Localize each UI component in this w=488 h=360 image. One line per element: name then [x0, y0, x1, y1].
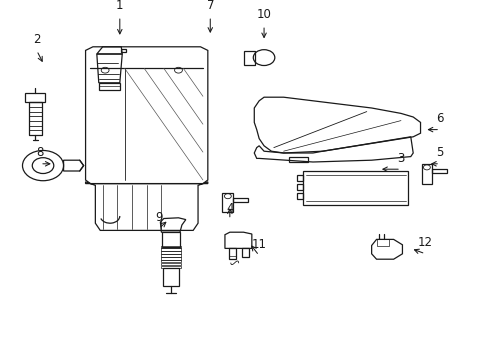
Text: 1: 1	[116, 0, 123, 12]
Text: 6: 6	[435, 112, 443, 125]
Text: 7: 7	[206, 0, 214, 12]
Text: 11: 11	[251, 238, 266, 251]
Text: 9: 9	[155, 211, 163, 224]
Text: 10: 10	[256, 8, 271, 21]
Text: 8: 8	[36, 147, 44, 159]
Text: 12: 12	[417, 237, 432, 249]
Text: 4: 4	[225, 202, 233, 215]
Bar	[244, 51, 255, 65]
Text: 5: 5	[435, 147, 443, 159]
Text: 3: 3	[396, 152, 404, 165]
Text: 2: 2	[33, 33, 41, 46]
